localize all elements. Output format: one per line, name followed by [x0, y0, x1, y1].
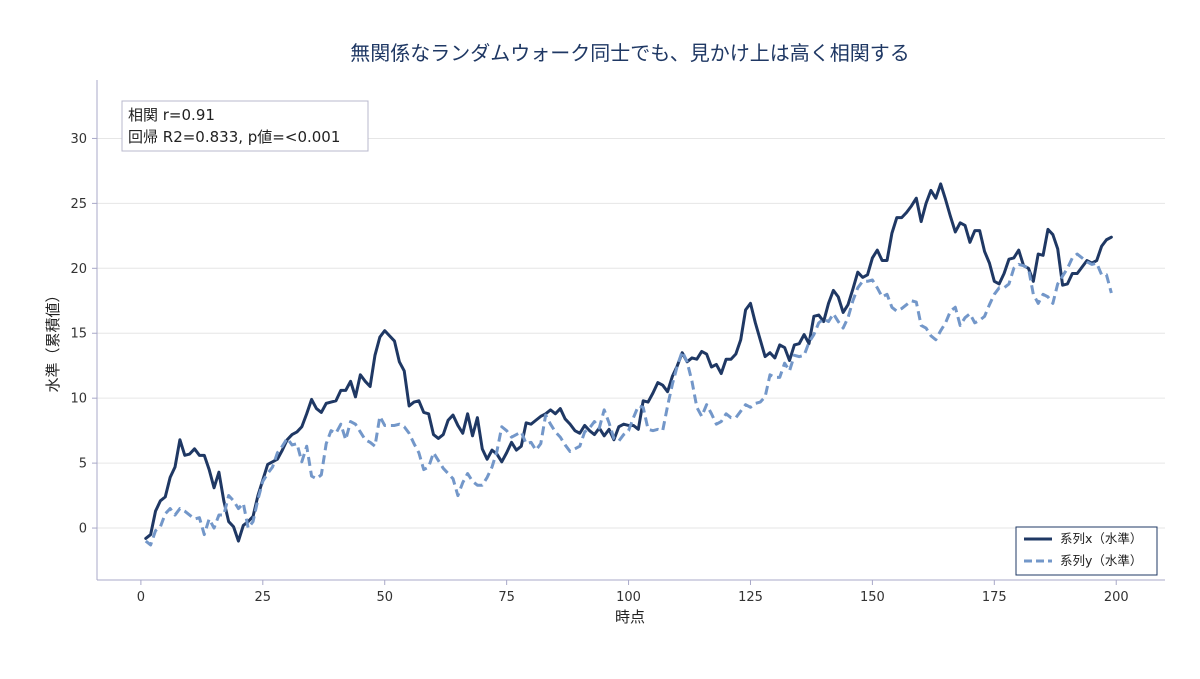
series-lines	[144, 182, 1113, 547]
regression-text: 回帰 R2=0.833, p値=<0.001	[128, 128, 340, 146]
series-x-line	[144, 182, 1113, 543]
y-tick-label-20: 20	[70, 262, 87, 277]
x-tick-labels: 0 25 50 75 100 125 150 175 200	[137, 580, 1129, 605]
statistics-annotation-box	[121, 100, 369, 152]
y-tick-label-5: 5	[79, 457, 87, 472]
x-axis-title: 時点	[615, 608, 645, 626]
legend: 系列x（水準） 系列y（水準）	[1015, 526, 1158, 576]
x-tick-label-50: 50	[376, 590, 393, 605]
x-tick-label-200: 200	[1104, 590, 1129, 605]
legend-box	[1015, 526, 1158, 576]
y-axis-title: 水準（累積値）	[44, 287, 62, 392]
x-tick-label-150: 150	[860, 590, 885, 605]
x-tick-label-75: 75	[498, 590, 515, 605]
gridlines	[97, 137, 1165, 529]
axes	[96, 80, 1165, 581]
correlation-text: 相関 r=0.91	[128, 106, 215, 124]
legend-label-series-y: 系列y（水準）	[1060, 553, 1142, 568]
y-tick-labels: 0 5 10 15 20 25 30	[70, 132, 97, 537]
x-tick-label-0: 0	[137, 590, 145, 605]
statistics-annotation: 相関 r=0.91 回帰 R2=0.833, p値=<0.001	[121, 100, 369, 152]
y-tick-label-15: 15	[70, 327, 87, 342]
y-tick-label-25: 25	[70, 197, 87, 212]
y-tick-label-30: 30	[70, 132, 87, 147]
x-tick-label-25: 25	[255, 590, 272, 605]
x-tick-label-125: 125	[738, 590, 763, 605]
chart-title: 無関係なランダムウォーク同士でも、見かけ上は高く相関する	[350, 41, 909, 65]
y-tick-label-10: 10	[70, 392, 87, 407]
y-tick-label-0: 0	[79, 522, 87, 537]
x-tick-label-100: 100	[616, 590, 641, 605]
x-tick-label-175: 175	[982, 590, 1007, 605]
legend-label-series-x: 系列x（水準）	[1060, 531, 1142, 546]
series-y-line	[144, 252, 1113, 547]
